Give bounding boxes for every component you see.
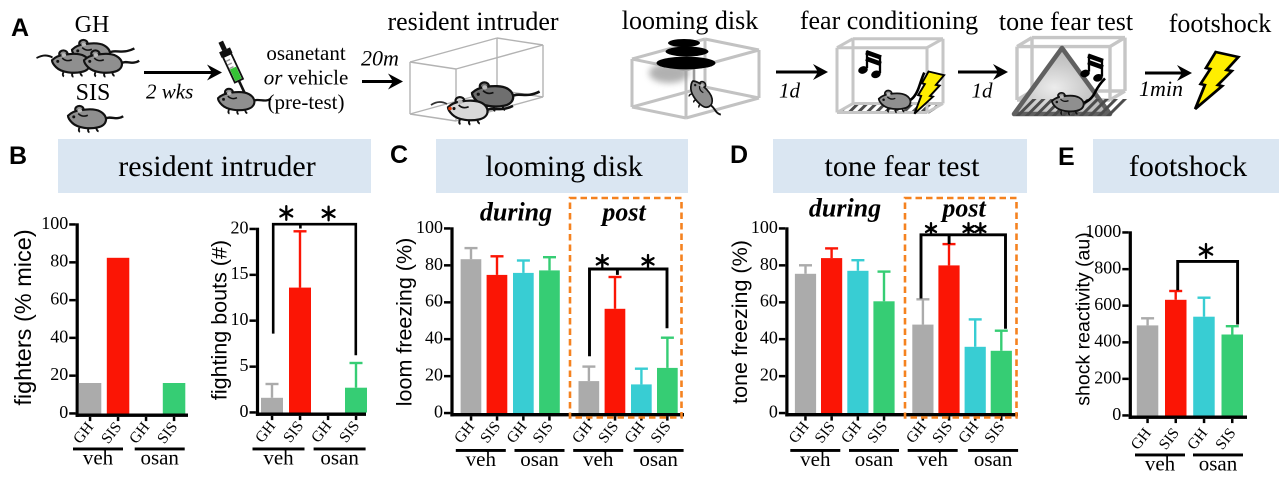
svg-text:osan: osan <box>320 446 359 470</box>
svg-text:veh: veh <box>800 447 831 471</box>
svg-text:600: 600 <box>1094 294 1121 314</box>
svg-text:tone fear test: tone fear test <box>999 7 1134 36</box>
svg-text:osan: osan <box>520 447 559 471</box>
svg-text:during: during <box>809 194 881 223</box>
svg-text:footshock: footshock <box>1129 150 1247 183</box>
svg-text:B: B <box>9 142 27 170</box>
svg-text:20: 20 <box>760 365 778 385</box>
svg-text:shock reactivity (au): shock reactivity (au) <box>1073 232 1095 405</box>
svg-text:tone fear test: tone fear test <box>825 150 981 183</box>
svg-text:osanetant: osanetant <box>266 41 345 65</box>
svg-text:post: post <box>940 194 986 223</box>
svg-text:1d: 1d <box>779 79 801 103</box>
svg-text:20: 20 <box>50 364 68 384</box>
svg-text:veh: veh <box>918 447 949 471</box>
svg-text:0: 0 <box>434 401 443 421</box>
svg-text:1min: 1min <box>1139 76 1183 101</box>
svg-text:5: 5 <box>240 355 249 375</box>
svg-text:or vehicle: or vehicle <box>264 66 349 90</box>
svg-text:1d: 1d <box>972 79 994 103</box>
svg-text:60: 60 <box>760 291 778 311</box>
svg-text:veh: veh <box>263 446 294 470</box>
svg-text:osan: osan <box>855 447 894 471</box>
svg-text:resident intruder: resident intruder <box>387 7 558 36</box>
svg-text:veh: veh <box>83 446 114 470</box>
svg-text:40: 40 <box>425 328 443 348</box>
svg-text:60: 60 <box>425 291 443 311</box>
svg-text:400: 400 <box>1094 331 1121 351</box>
svg-text:100: 100 <box>751 217 778 237</box>
svg-text:looming disk: looming disk <box>622 6 759 35</box>
svg-text:during: during <box>480 198 552 227</box>
svg-text:20: 20 <box>425 365 443 385</box>
svg-text:osan: osan <box>1199 452 1238 476</box>
svg-text:2 wks: 2 wks <box>146 80 193 104</box>
svg-text:D: D <box>730 141 748 169</box>
svg-text:C: C <box>390 141 408 169</box>
svg-text:100: 100 <box>416 217 443 237</box>
svg-text:resident intruder: resident intruder <box>118 150 315 183</box>
svg-text:60: 60 <box>50 289 68 309</box>
svg-text:80: 80 <box>425 254 443 274</box>
svg-text:0: 0 <box>59 402 68 422</box>
svg-text:200: 200 <box>1094 367 1121 387</box>
svg-text:20: 20 <box>231 217 249 237</box>
svg-text:SIS: SIS <box>76 80 111 106</box>
svg-text:fighting bouts (#): fighting bouts (#) <box>208 240 232 400</box>
svg-text:E: E <box>1058 143 1075 171</box>
svg-text:40: 40 <box>50 326 68 346</box>
svg-text:veh: veh <box>583 447 614 471</box>
svg-text:80: 80 <box>760 254 778 274</box>
svg-text:GH: GH <box>75 12 110 38</box>
svg-text:(pre-test): (pre-test) <box>268 90 345 114</box>
svg-text:100: 100 <box>41 213 68 233</box>
svg-text:15: 15 <box>231 263 249 283</box>
svg-text:post: post <box>600 198 646 227</box>
svg-text:40: 40 <box>760 328 778 348</box>
svg-text:veh: veh <box>1145 452 1176 476</box>
svg-text:osan: osan <box>639 447 678 471</box>
svg-text:20m: 20m <box>361 46 399 71</box>
svg-text:0: 0 <box>1112 404 1121 424</box>
svg-text:800: 800 <box>1094 258 1121 278</box>
svg-text:fighters (% mice): fighters (% mice) <box>10 229 36 405</box>
svg-text:80: 80 <box>50 251 68 271</box>
svg-text:veh: veh <box>466 447 497 471</box>
svg-text:1000: 1000 <box>1085 221 1121 241</box>
svg-text:fear conditioning: fear conditioning <box>800 6 978 35</box>
svg-text:10: 10 <box>231 309 249 329</box>
svg-text:0: 0 <box>769 401 778 421</box>
svg-text:loom freezing (%): loom freezing (%) <box>393 238 417 406</box>
svg-text:osan: osan <box>140 446 179 470</box>
svg-text:osan: osan <box>974 447 1013 471</box>
svg-text:footshock: footshock <box>1169 9 1272 38</box>
svg-text:0: 0 <box>240 401 249 421</box>
svg-text:tone freezing (%): tone freezing (%) <box>728 240 752 404</box>
svg-text:looming disk: looming disk <box>485 150 643 183</box>
svg-text:A: A <box>11 14 29 42</box>
